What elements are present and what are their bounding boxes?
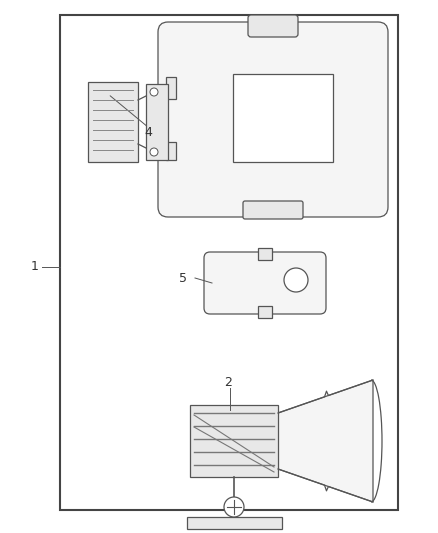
- FancyBboxPatch shape: [204, 252, 326, 314]
- Bar: [187, 517, 282, 529]
- Circle shape: [284, 268, 308, 292]
- Circle shape: [224, 497, 244, 517]
- Bar: [146, 84, 168, 160]
- Bar: [60, 15, 398, 510]
- Text: 4: 4: [144, 125, 152, 139]
- Text: 5: 5: [179, 271, 187, 285]
- Bar: [166, 77, 176, 99]
- Bar: [233, 74, 333, 162]
- Bar: [166, 142, 176, 160]
- Bar: [190, 405, 278, 477]
- Circle shape: [150, 148, 158, 156]
- FancyBboxPatch shape: [248, 15, 298, 37]
- Bar: [258, 248, 272, 260]
- Text: 2: 2: [224, 376, 232, 390]
- Bar: [258, 306, 272, 318]
- FancyBboxPatch shape: [243, 201, 303, 219]
- Polygon shape: [278, 380, 373, 502]
- FancyBboxPatch shape: [158, 22, 388, 217]
- Text: 1: 1: [31, 261, 39, 273]
- Circle shape: [150, 88, 158, 96]
- Bar: [88, 82, 138, 162]
